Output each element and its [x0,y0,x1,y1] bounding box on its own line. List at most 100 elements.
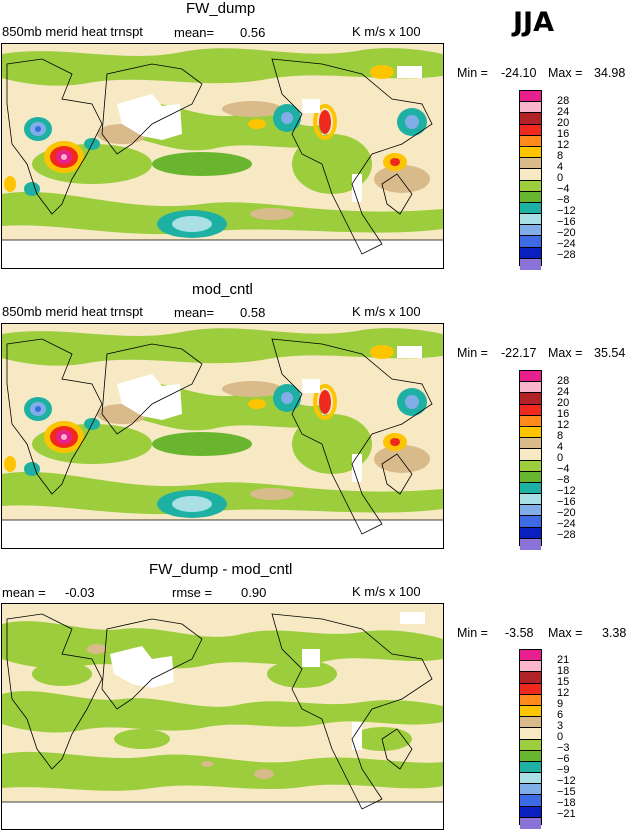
panel2-level-label: −8 [557,474,570,486]
panel2-level-label: 8 [557,430,564,442]
panel1-level-label: 24 [557,106,570,118]
panel3-swatch [520,817,541,829]
panel1-swatch [520,146,541,159]
panel3-swatch [520,750,541,762]
panel2-units: K m/s x 100 [352,304,421,319]
panel1-level-label: 12 [557,139,570,151]
panel3-swatch [520,806,541,818]
panel2-swatch [520,438,541,450]
panel1-swatch [520,258,541,270]
panel2-swatch [520,426,541,439]
panel3-level-label: 15 [557,676,570,688]
panel3-min-label: Min = [457,626,488,640]
panel1-swatch [520,124,541,136]
panel1-mean-value: 0.56 [240,25,266,40]
panel2-level-label: 20 [557,397,570,409]
panel2-swatch [520,538,541,550]
panel1-title: FW_dump [186,0,256,17]
panel3-level-label: 6 [557,709,564,721]
panel2-swatch [520,460,541,472]
panel2-mean-value: 0.58 [240,305,266,320]
panel3-swatch [520,728,541,740]
panel3-level-label: 9 [557,698,564,710]
panel3-max-value: 3.38 [602,626,627,640]
panel1-level-label: 20 [557,117,570,129]
panel3-title: FW_dump - mod_cntl [149,561,293,578]
panel3-level-label: 12 [557,687,570,699]
panel1-swatch [520,102,541,114]
panel2-colorbar [519,370,542,550]
panel1-units: K m/s x 100 [352,24,421,39]
panel3-level-label: −9 [557,764,570,776]
panel3-level-label: −18 [557,797,576,809]
panel3-level-label: −21 [557,808,576,820]
panel3-rmse-label: rmse = [172,585,213,600]
panel3-colorbar [519,649,542,829]
panel2-swatch [520,382,541,394]
panel3-min-value: -3.58 [505,626,534,640]
panel3-max-label: Max = [548,626,583,640]
panel1-swatch [520,191,541,203]
panel2-level-label: 12 [557,419,570,431]
panel1-min-label: Min = [457,66,488,80]
panel3-swatch [520,717,541,729]
panel2-level-label: 16 [557,408,570,420]
panel2-swatch [520,371,541,383]
panel1-swatch [520,180,541,192]
panel1-level-label: −16 [557,216,576,228]
panel2-swatch [520,482,541,495]
panel1-swatch [520,169,541,181]
panel2-level-label: 4 [557,441,564,453]
panel2-level-label: −16 [557,496,576,508]
panel1-level-label: 8 [557,150,564,162]
panel2-level-label: −28 [557,529,576,541]
panel1-max-label: Max = [548,66,583,80]
panel3-level-label: −3 [557,742,570,754]
panel3-swatch [520,672,541,684]
panel1-level-label: −8 [557,194,570,206]
panel2-swatch [520,415,541,427]
panel1-swatch [520,91,541,103]
panel1-level-label: 0 [557,172,564,184]
panel2-swatch [520,494,541,506]
panel1-swatch [520,135,541,147]
panel3-swatch [520,683,541,695]
panel3-level-label: 3 [557,720,564,732]
panel3-swatch [520,694,541,706]
panel1-swatch [520,247,541,259]
panel1-level-label: 4 [557,161,564,173]
panel3-mean-value: -0.03 [65,585,95,600]
panel1-colorbar [519,90,542,270]
panel3-level-label: −15 [557,786,576,798]
panel3-swatch [520,650,541,662]
panel3-swatch [520,773,541,785]
panel2-max-label: Max = [548,346,583,360]
panel2-level-label: −12 [557,485,576,497]
panel1-level-label: −20 [557,227,576,239]
panel3-swatch [520,705,541,718]
panel2-level-label: −24 [557,518,576,530]
panel2-level-label: 24 [557,386,570,398]
panel1-level-label: 28 [557,95,570,107]
panel2-swatch [520,449,541,461]
panel2-swatch [520,471,541,483]
panel2-swatch [520,516,541,528]
panel1-swatch [520,225,541,237]
panel3-rmse-value: 0.90 [241,585,267,600]
panel1-swatch [520,214,541,226]
panel2-level-label: 0 [557,452,564,464]
panel2-min-value: -22.17 [501,346,537,360]
panel3-units: K m/s x 100 [352,584,421,599]
panel1-mean-label: mean= [174,25,215,40]
panel3-swatch [520,739,541,751]
panel1-level-label: −28 [557,249,576,261]
panel1-min-value: -24.10 [501,66,537,80]
panel1-swatch [520,236,541,248]
panel2-level-label: −4 [557,463,570,475]
panel2-title: mod_cntl [192,281,253,298]
panel3-swatch [520,795,541,807]
panel1-map [1,43,444,269]
panel3-swatch [520,784,541,796]
panel3-swatch [520,661,541,673]
panel3-mean-label: mean = [2,585,46,600]
